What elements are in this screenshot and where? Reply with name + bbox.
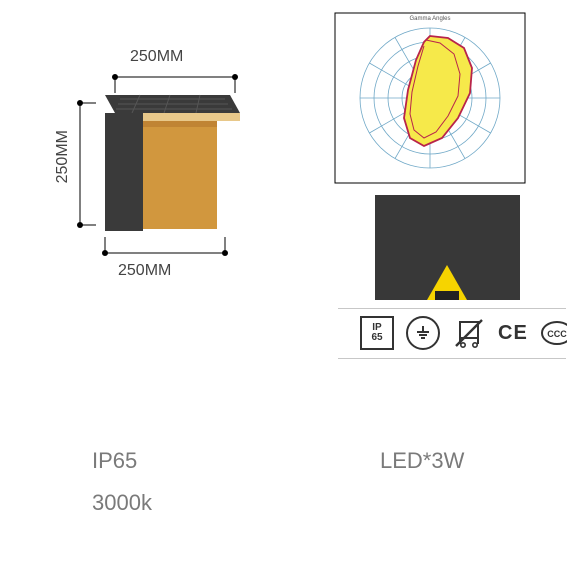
cert-divider-bottom	[338, 358, 566, 359]
dim-top-label: 250MM	[130, 48, 183, 66]
dim-left-label: 250MM	[54, 130, 72, 183]
dim-bottom-label: 250MM	[118, 262, 171, 280]
cert-ip65-icon: IP65	[360, 316, 394, 350]
polar-title: Gamma Angles	[409, 16, 450, 22]
spec-ip-rating: IP65	[92, 448, 137, 474]
cert-divider-top	[338, 308, 566, 309]
svg-text:CCC: CCC	[547, 329, 567, 339]
certification-row: IP65 CE CCC	[360, 316, 567, 350]
cert-weee-icon	[452, 316, 486, 350]
spec-sheet: Gamma Angles	[0, 0, 567, 567]
product-preview	[375, 195, 520, 300]
cert-ce-icon: CE	[498, 322, 528, 345]
spec-led-wattage: LED*3W	[380, 448, 464, 474]
polar-chart: Gamma Angles	[330, 8, 530, 188]
cert-ground-icon	[406, 316, 440, 350]
spec-color-temp: 3000k	[92, 490, 152, 516]
cert-ccc-icon: CCC	[540, 316, 567, 350]
